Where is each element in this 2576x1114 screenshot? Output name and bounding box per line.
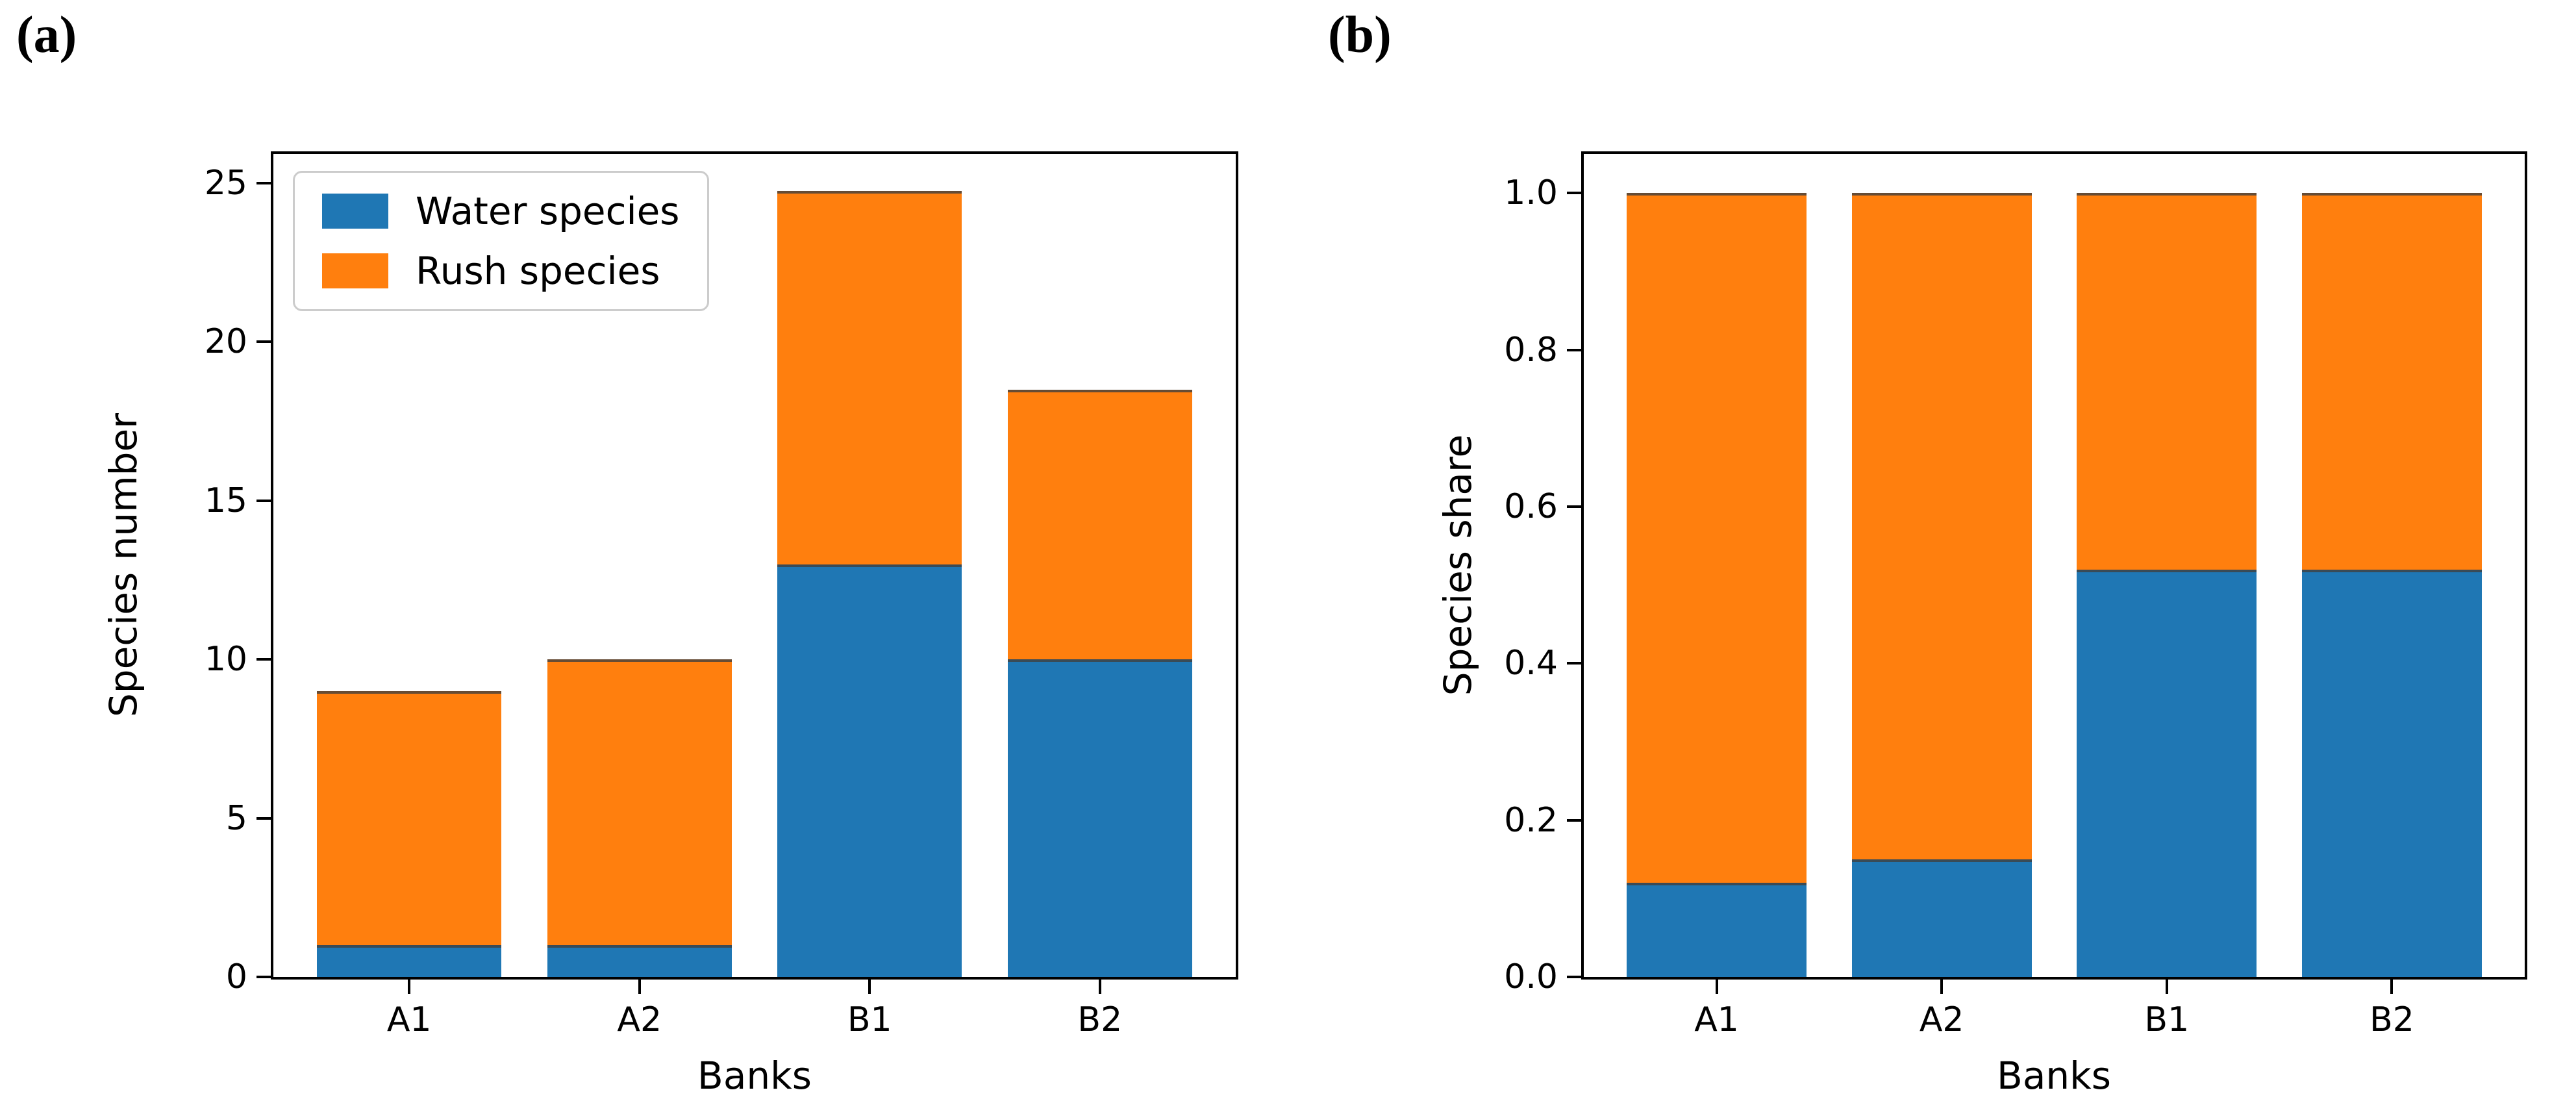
x-tick-mark [868, 980, 871, 994]
bar-segment-rush-a2 [1851, 193, 2032, 859]
bar-segment-water-a1 [1626, 883, 1807, 977]
bar-stack-a2 [1851, 154, 2032, 977]
legend-label: Rush species [416, 249, 660, 293]
bar-segment-rush-b2 [2301, 193, 2482, 570]
y-tick-mark [1567, 505, 1581, 508]
bar-stack-b1 [777, 154, 962, 977]
x-tick-label: A2 [617, 1000, 662, 1039]
bar-stack-b2 [2301, 154, 2482, 977]
bar-segment-rush-b2 [1008, 389, 1192, 660]
bar-segment-water-b2 [1008, 659, 1192, 977]
bar-segment-rush-a2 [547, 659, 732, 946]
bar-segment-water-a1 [317, 945, 501, 977]
y-tick-mark [256, 499, 271, 502]
y-tick-mark [256, 658, 271, 661]
bar-segment-rush-b1 [2077, 193, 2257, 570]
bar-segment-water-a2 [1851, 859, 2032, 977]
y-tick-mark [256, 181, 271, 184]
panel-a: (a) Species number Water species Rush spe… [16, 6, 1238, 1098]
y-tick-label: 20 [204, 322, 247, 362]
x-tick-mark [1098, 980, 1101, 994]
bar-stack-b2 [1008, 154, 1192, 977]
y-tick-label: 0.8 [1504, 330, 1558, 370]
x-tick-mark [2390, 980, 2394, 994]
y-tick-label: 15 [204, 481, 247, 520]
bar-segment-rush-b1 [777, 191, 962, 564]
x-tick-mark [1940, 980, 1944, 994]
x-tick-label: B2 [2370, 1000, 2414, 1039]
bar-stack-a1 [1626, 154, 1807, 977]
x-tick-mark [408, 980, 411, 994]
legend-row: Rush species [322, 252, 680, 290]
legend: Water species Rush species [293, 171, 709, 311]
x-tick-label: A1 [1694, 1000, 1739, 1039]
y-tick-mark [256, 817, 271, 820]
legend-label: Water species [416, 189, 680, 233]
panel-b-corner-label: (b) [1328, 6, 1392, 64]
y-tick-label: 0.4 [1504, 644, 1558, 683]
bar-segment-water-b2 [2301, 569, 2482, 977]
x-tick-mark [2165, 980, 2168, 994]
x-tick-label: A1 [386, 1000, 432, 1039]
y-tick-mark [1567, 976, 1581, 978]
x-tick-label: B2 [1077, 1000, 1123, 1039]
x-tick-mark [1715, 980, 1718, 994]
legend-row: Water species [322, 192, 680, 230]
panel-a-corner-label: (a) [16, 6, 77, 64]
panel-b: (b) Species share Banks 0.0 0.2 0.4 0.6 0.8 1… [1288, 0, 2576, 1114]
y-tick-mark [1567, 348, 1581, 351]
x-tick-mark [638, 980, 641, 994]
x-tick-label: B1 [2144, 1000, 2190, 1039]
y-tick-label: 0.0 [1504, 957, 1558, 996]
x-tick-label: A2 [1919, 1000, 1964, 1039]
y-tick-mark [1567, 662, 1581, 665]
y-tick-label: 10 [204, 640, 247, 679]
x-axis-label-banks-a: Banks [697, 1054, 812, 1098]
y-tick-label: 0.6 [1504, 487, 1558, 526]
plot-area-b [1581, 151, 2527, 980]
y-tick-mark [1567, 192, 1581, 195]
legend-swatch-water [322, 194, 388, 229]
bar-stack-b1 [2077, 154, 2257, 977]
bar-segment-rush-a1 [1626, 193, 1807, 883]
bar-stack-a2 [547, 154, 732, 977]
y-tick-label: 1.0 [1504, 173, 1558, 213]
y-tick-label: 0.2 [1504, 800, 1558, 840]
bar-segment-rush-a1 [317, 691, 501, 946]
bar-segment-water-b1 [2077, 569, 2257, 977]
bar-segment-water-a2 [547, 945, 732, 977]
y-tick-mark [1567, 818, 1581, 822]
y-tick-label: 25 [204, 163, 247, 203]
legend-swatch-rush [322, 253, 388, 288]
plot-area-a: Water species Rush species [271, 151, 1238, 980]
y-tick-mark [256, 976, 271, 978]
x-tick-label: B1 [847, 1000, 892, 1039]
bar-segment-water-b1 [777, 564, 962, 977]
bar-stack-a1 [317, 154, 501, 977]
y-tick-mark [256, 340, 271, 344]
x-axis-label-banks-b: Banks [1997, 1054, 2111, 1098]
y-tick-label: 5 [225, 798, 247, 838]
y-tick-label: 0 [225, 957, 247, 996]
